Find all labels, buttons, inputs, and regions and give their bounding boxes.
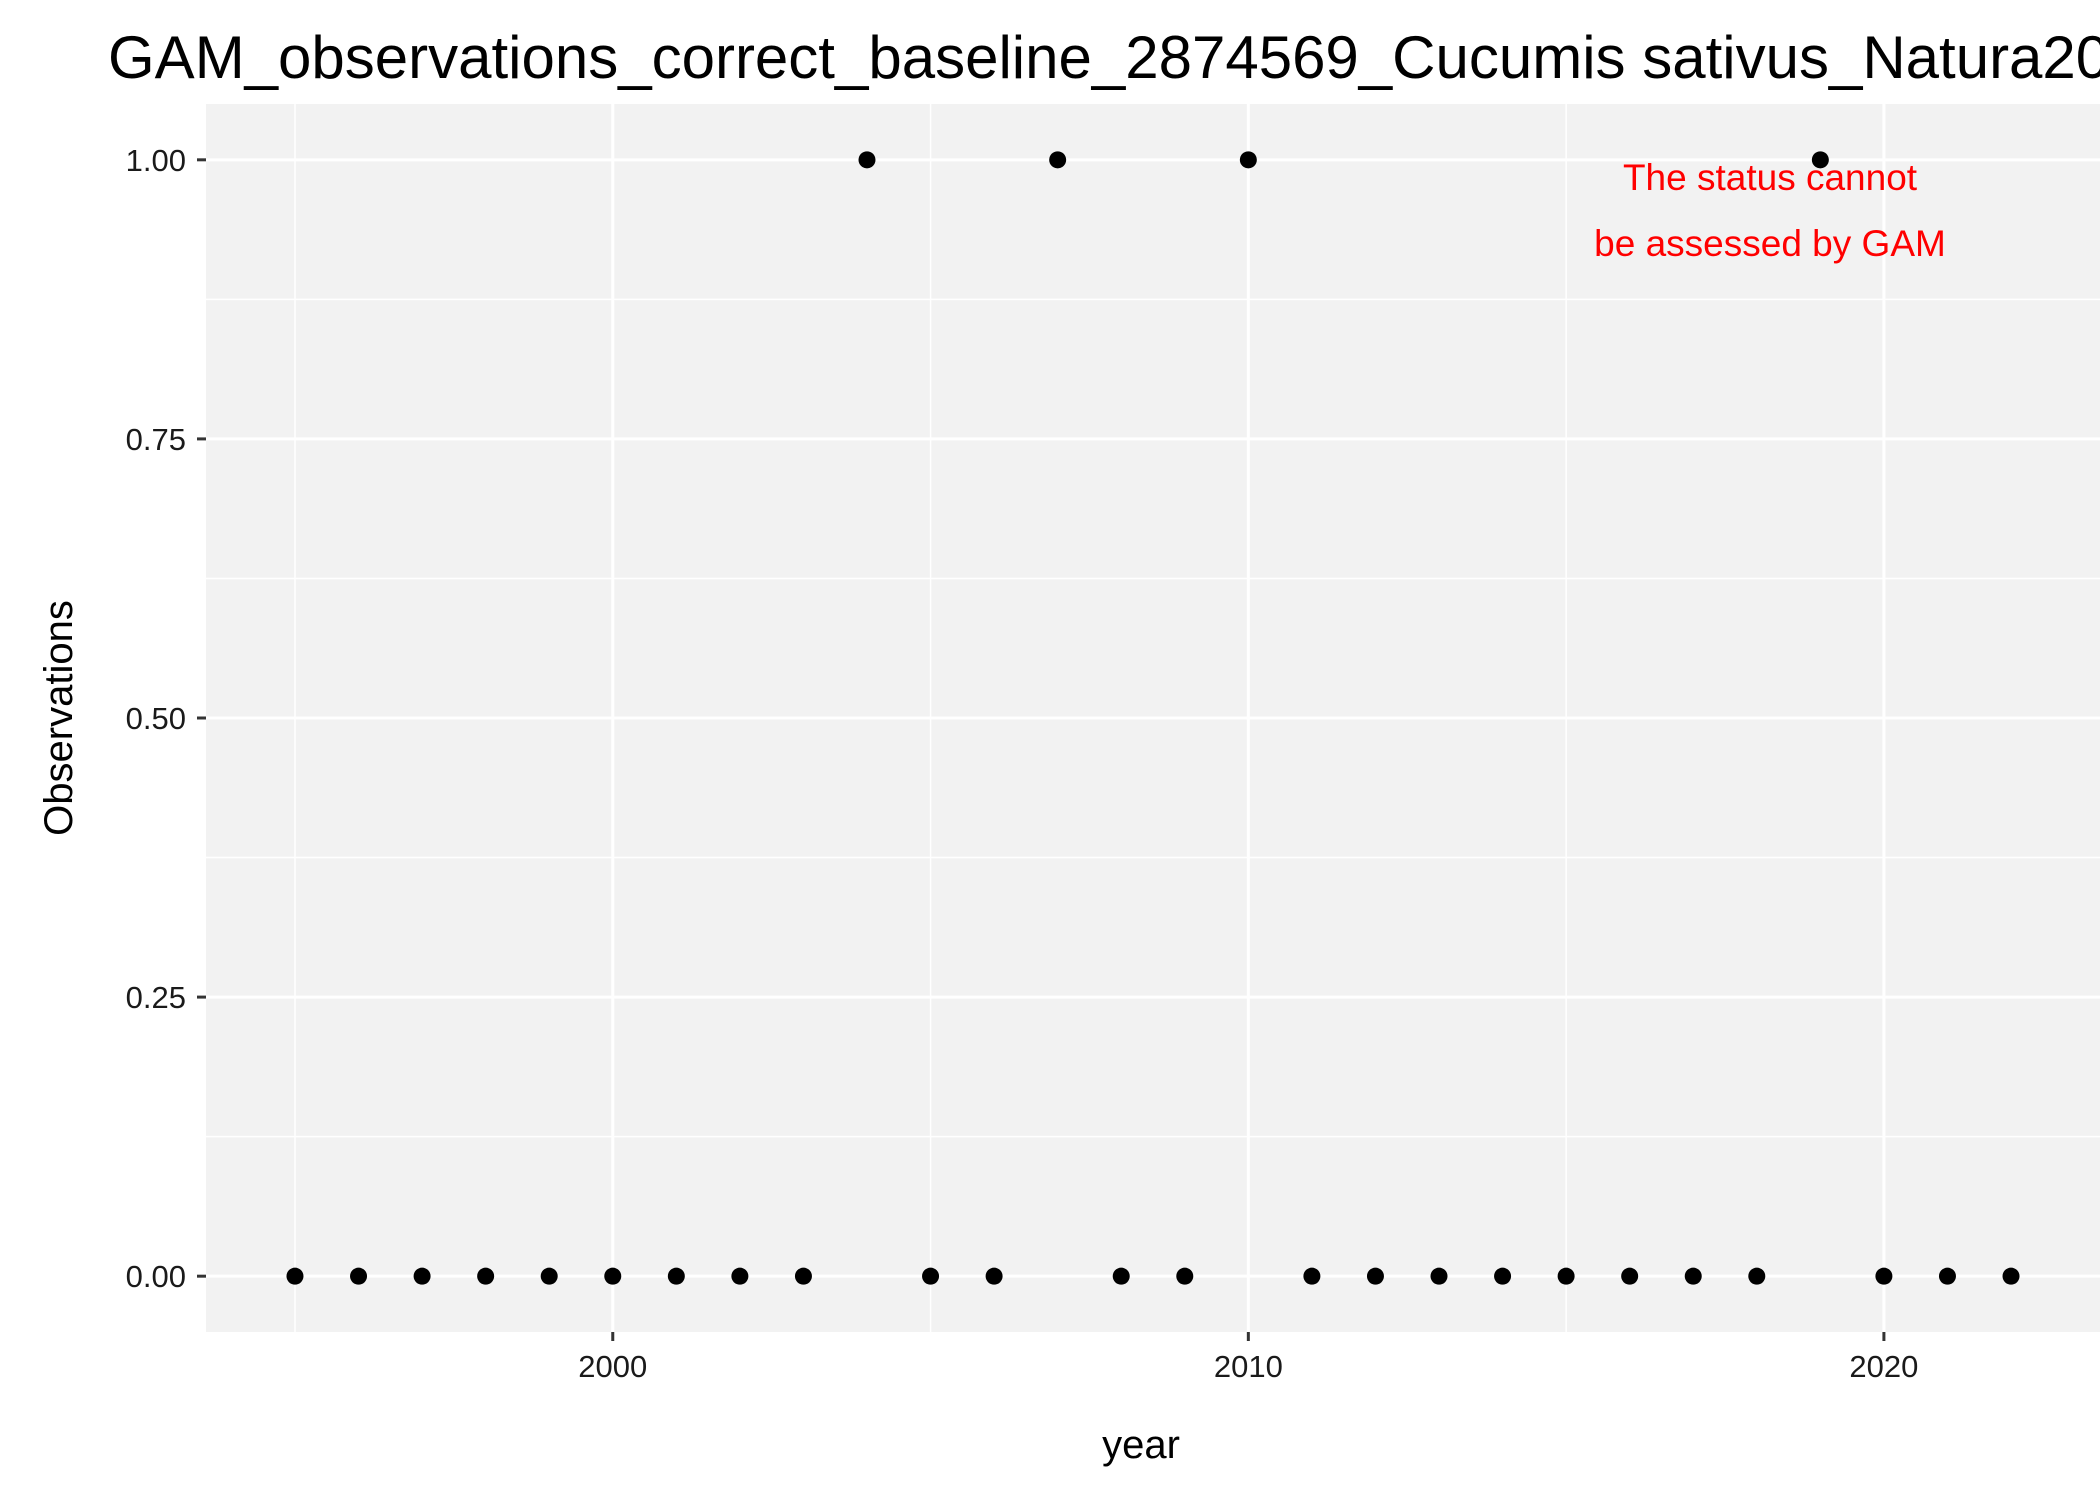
- data-point: [858, 151, 876, 169]
- data-point: [1239, 151, 1257, 169]
- status-annotation: The status cannot be assessed by GAM: [1594, 157, 1946, 264]
- data-point: [477, 1267, 495, 1285]
- y-axis: 0.00 0.25 0.50 0.75 1.00: [126, 143, 206, 1294]
- x-tick-label: 2020: [1849, 1349, 1918, 1384]
- data-point: [604, 1267, 622, 1285]
- y-tick-label: 0.00: [126, 1259, 186, 1294]
- x-axis-title: year: [1102, 1423, 1180, 1467]
- data-point: [1112, 1267, 1130, 1285]
- x-tick-label: 2010: [1214, 1349, 1283, 1384]
- x-axis: 2000 2010 2020: [578, 1332, 1918, 1384]
- data-points: [286, 151, 2020, 1285]
- y-tick-label: 0.25: [126, 980, 186, 1015]
- data-point: [1875, 1267, 1893, 1285]
- data-point: [794, 1267, 812, 1285]
- data-point: [1938, 1267, 1956, 1285]
- y-axis-title: Observations: [37, 600, 81, 836]
- y-tick-label: 0.50: [126, 701, 186, 736]
- data-point: [540, 1267, 558, 1285]
- data-point: [1049, 151, 1067, 169]
- data-point: [1557, 1267, 1575, 1285]
- data-point: [1176, 1267, 1194, 1285]
- chart-title: GAM_observations_correct_baseline_287456…: [108, 24, 2100, 91]
- data-point: [922, 1267, 940, 1285]
- data-point: [1494, 1267, 1512, 1285]
- data-point: [413, 1267, 431, 1285]
- data-point: [1430, 1267, 1448, 1285]
- data-point: [286, 1267, 304, 1285]
- y-tick-label: 0.75: [126, 422, 186, 457]
- y-tick-label: 1.00: [126, 143, 186, 178]
- data-point: [667, 1267, 685, 1285]
- x-tick-label: 2000: [578, 1349, 647, 1384]
- data-point: [985, 1267, 1003, 1285]
- data-point: [1303, 1267, 1321, 1285]
- data-point: [350, 1267, 368, 1285]
- annotation-line-2: be assessed by GAM: [1594, 223, 1946, 264]
- data-point: [2002, 1267, 2020, 1285]
- annotation-line-1: The status cannot: [1623, 157, 1918, 198]
- data-point: [1366, 1267, 1384, 1285]
- data-point: [1748, 1267, 1766, 1285]
- data-point: [1684, 1267, 1702, 1285]
- data-point: [1811, 151, 1829, 169]
- data-point: [731, 1267, 749, 1285]
- data-point: [1621, 1267, 1639, 1285]
- grid-major: [206, 104, 2100, 1332]
